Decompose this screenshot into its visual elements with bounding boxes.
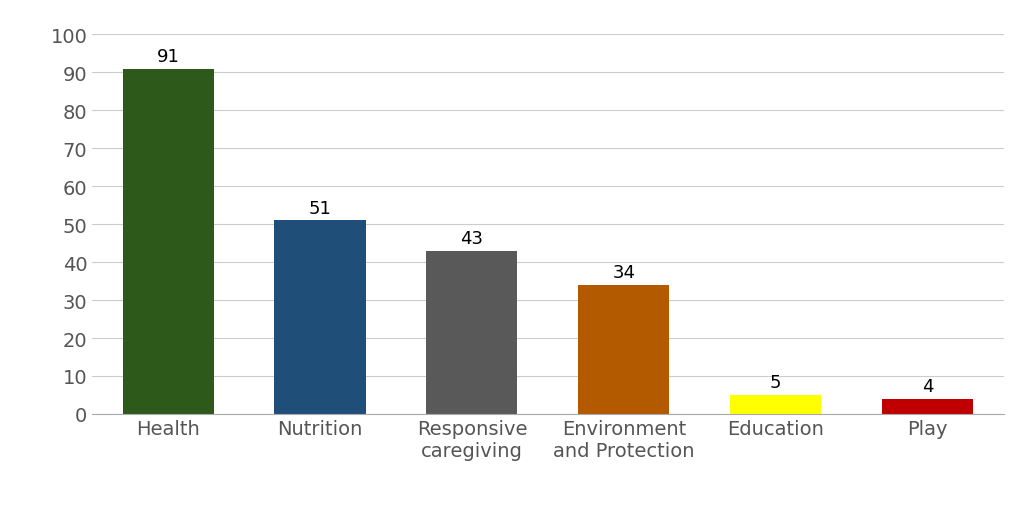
Text: 34: 34 (612, 264, 635, 281)
Text: 43: 43 (461, 229, 483, 247)
Bar (274, 221, 366, 414)
Bar (882, 399, 973, 414)
Text: 91: 91 (157, 47, 179, 66)
Bar (426, 251, 517, 414)
Bar (123, 69, 214, 414)
Bar (579, 285, 670, 414)
Text: 5: 5 (770, 373, 781, 391)
Text: 4: 4 (922, 377, 933, 395)
Text: 51: 51 (308, 199, 332, 217)
Bar (730, 395, 821, 414)
